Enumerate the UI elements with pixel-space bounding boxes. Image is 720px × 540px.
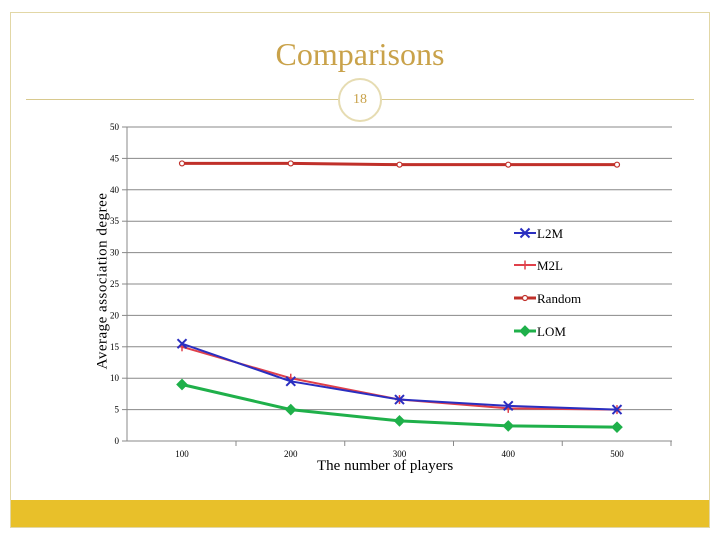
x-tick-label: 300 [393, 449, 407, 459]
data-point-l2m [503, 400, 514, 412]
data-point-random [287, 160, 294, 167]
y-tick-label: 20 [110, 310, 120, 320]
y-tick-label: 15 [110, 342, 120, 352]
data-point-lom [393, 415, 406, 427]
title-rule-left [26, 99, 338, 100]
slide-frame [10, 12, 710, 528]
slide-number-badge: 18 [338, 78, 382, 122]
x-tick-label: 100 [175, 449, 189, 459]
y-tick-label: 25 [110, 279, 120, 289]
data-point-random [396, 161, 403, 168]
x-tick-label: 400 [502, 449, 516, 459]
y-tick-label: 0 [115, 436, 120, 446]
y-tick-label: 50 [110, 122, 120, 132]
data-point-random [505, 161, 512, 168]
legend-marker-lom [519, 325, 531, 337]
data-point-lom [284, 403, 297, 416]
legend-label-random: Random [537, 291, 581, 306]
data-point-lom [502, 420, 515, 432]
x-tick-label: 500 [610, 449, 624, 459]
footer-bar [11, 500, 709, 527]
x-axis-title: The number of players [317, 458, 454, 474]
data-point-random [178, 160, 186, 167]
slide-title: Comparisons [275, 36, 445, 72]
legend-label-lom: LOM [537, 324, 566, 339]
legend-marker-random [521, 294, 529, 302]
y-tick-label: 40 [110, 185, 120, 195]
data-point-lom [611, 421, 623, 434]
y-axis-title: Average association degree [94, 192, 111, 370]
legend-label-l2m: L2M [537, 226, 563, 241]
y-tick-label: 45 [110, 153, 120, 163]
title-rule-right [382, 99, 694, 100]
data-point-l2m [611, 404, 623, 415]
y-tick-label: 10 [110, 373, 120, 383]
x-tick-label: 200 [284, 449, 298, 459]
data-point-l2m [394, 394, 405, 405]
data-point-random [613, 161, 621, 168]
data-point-lom [176, 378, 188, 391]
y-tick-label: 35 [110, 216, 120, 226]
data-point-l2m [285, 376, 296, 387]
legend-label-m2l: M2L [537, 258, 563, 273]
y-tick-label: 5 [115, 405, 120, 415]
data-point-l2m [176, 338, 188, 349]
y-tick-label: 30 [110, 248, 120, 258]
legend-marker-l2m [519, 227, 531, 239]
